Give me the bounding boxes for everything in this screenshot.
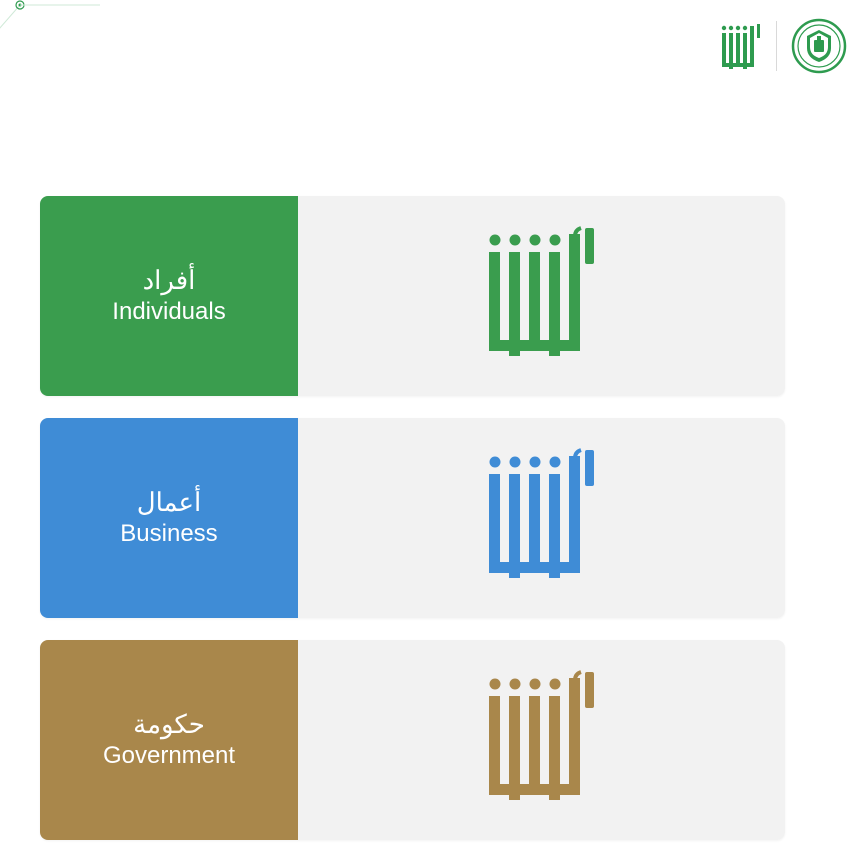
card-government-label-en: Government: [103, 740, 235, 771]
card-business[interactable]: أعمال Business: [40, 418, 785, 618]
card-business-label-en: Business: [120, 518, 217, 549]
absher-logo-icon: [477, 448, 607, 588]
card-government-logo-panel: [298, 640, 785, 840]
card-government[interactable]: حكومة Government: [40, 640, 785, 840]
absher-logo-icon: [718, 22, 762, 70]
header: [0, 0, 865, 100]
card-government-label-ar: حكومة: [133, 709, 205, 740]
card-individuals-logo-panel: [298, 196, 785, 396]
absher-logo-icon: [477, 226, 607, 366]
service-cards: أفراد Individuals: [40, 196, 785, 840]
card-individuals-label-panel: أفراد Individuals: [40, 196, 298, 396]
card-individuals-label-en: Individuals: [112, 296, 225, 327]
card-individuals-label-ar: أفراد: [143, 265, 196, 296]
card-business-label-panel: أعمال Business: [40, 418, 298, 618]
header-logos: [718, 18, 847, 74]
card-individuals[interactable]: أفراد Individuals: [40, 196, 785, 396]
header-divider: [776, 21, 777, 71]
card-business-label-ar: أعمال: [137, 487, 202, 518]
absher-logo-icon: [477, 670, 607, 810]
card-business-logo-panel: [298, 418, 785, 618]
card-government-label-panel: حكومة Government: [40, 640, 298, 840]
moi-shield-icon: [791, 18, 847, 74]
